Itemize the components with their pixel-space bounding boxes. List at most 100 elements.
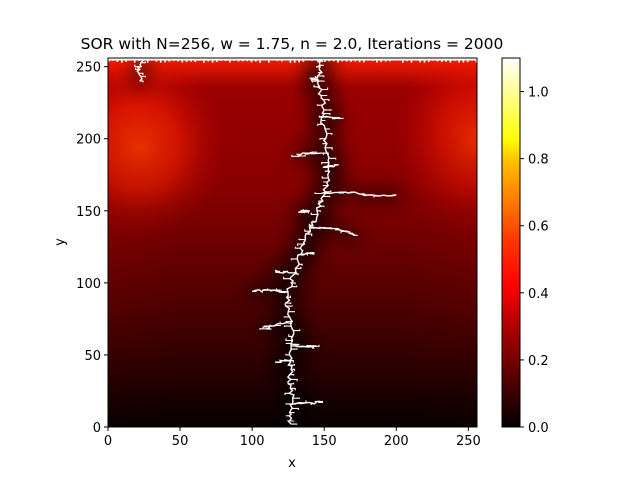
cluster-twig [275, 270, 281, 274]
x-tick-label: 150 [312, 434, 337, 449]
x-tick-label: 50 [172, 434, 189, 449]
boundary-speckle [462, 59, 465, 63]
cluster-twig [279, 321, 283, 325]
cluster-twig [294, 273, 299, 276]
boundary-speckle [168, 59, 171, 62]
cluster-twig [309, 76, 316, 79]
cluster-twig [141, 61, 146, 64]
cluster-twig [324, 170, 330, 172]
x-tick-label: 100 [240, 434, 265, 449]
cluster-twig [275, 271, 280, 274]
cluster-twig [321, 152, 329, 155]
cluster-twig [297, 243, 305, 246]
cluster-twig [350, 191, 355, 194]
cluster-twig [319, 138, 326, 140]
cluster-twig [282, 270, 288, 273]
boundary-speckle [203, 59, 205, 63]
boundary-speckle [289, 59, 292, 63]
cluster-twig [296, 153, 301, 155]
cluster-twig [304, 229, 311, 232]
cluster-twig [306, 153, 314, 155]
boundary-speckle [475, 59, 477, 63]
boundary-speckle [445, 59, 447, 62]
cluster-twig [333, 164, 339, 167]
boundary-speckle [185, 59, 188, 63]
cluster-twig [318, 200, 323, 203]
cluster-twig [324, 113, 331, 115]
cluster-twig [320, 205, 325, 208]
cluster-twig [321, 87, 329, 91]
colorbar-tick-label: 0.8 [528, 153, 549, 168]
cluster-twig [134, 64, 142, 68]
boundary-speckle [466, 59, 469, 63]
cluster-twig [290, 387, 296, 391]
cluster-twig [283, 325, 292, 327]
y-tick-label: 150 [76, 205, 101, 220]
colorbar [501, 57, 521, 428]
cluster-twig [285, 321, 293, 323]
dla-cluster [108, 58, 477, 425]
boundary-speckle [428, 59, 430, 62]
cluster-twig [288, 321, 292, 324]
cluster-twig [311, 80, 319, 83]
cluster-twig [322, 184, 329, 187]
cluster-twig [298, 254, 304, 256]
boundary-speckle [302, 59, 305, 62]
cluster-twig [259, 328, 267, 330]
cluster-twig [294, 246, 301, 249]
cluster-twig [318, 115, 325, 118]
boundary-speckle [441, 59, 443, 63]
boundary-speckle [259, 59, 261, 63]
boundary-speckle [380, 59, 382, 63]
cluster-twig [269, 288, 278, 291]
cluster-twig [312, 344, 320, 347]
colorbar-tick-label: 0.4 [528, 287, 549, 302]
boundary-speckle [250, 59, 253, 63]
boundary-speckle [155, 59, 158, 62]
boundary-speckle [402, 59, 404, 63]
boundary-speckle [358, 59, 361, 63]
cluster-twig [285, 403, 292, 405]
boundary-speckle [350, 59, 352, 62]
cluster-twig [290, 258, 298, 261]
cluster-twig [139, 80, 144, 83]
cluster-twig [323, 99, 330, 102]
cluster-twig [283, 360, 291, 363]
boundary-speckle [216, 59, 218, 62]
cluster-twig [298, 211, 304, 213]
cluster-twig [298, 154, 306, 157]
cluster-twig [295, 402, 302, 405]
cluster-twig [283, 276, 290, 280]
colorbar-tick-label: 1.0 [528, 86, 549, 101]
cluster-twig [291, 282, 296, 285]
cluster-twig [139, 72, 144, 76]
cluster-twig [262, 288, 269, 291]
cluster-twig [317, 210, 321, 213]
cluster-twig [291, 285, 298, 288]
boundary-speckle [293, 59, 296, 63]
cluster-twig [373, 195, 379, 198]
boundary-speckle [298, 59, 300, 63]
cluster-twig [288, 334, 293, 337]
y-tick-label: 250 [76, 61, 101, 76]
boundary-speckle [133, 59, 136, 63]
cluster-twig [299, 263, 303, 266]
cluster-twig [340, 230, 345, 234]
boundary-speckle [194, 59, 197, 63]
cluster-twig [310, 212, 318, 215]
cluster-twig [314, 192, 322, 195]
cluster-twig [298, 238, 306, 241]
cluster-twig [291, 348, 298, 350]
cluster-twig [288, 364, 296, 366]
cluster-twig [362, 192, 371, 196]
cluster-twig [305, 252, 311, 254]
cluster-twig [310, 252, 315, 255]
cluster-twig [325, 227, 331, 230]
cluster-twig [266, 328, 272, 330]
cluster-twig [305, 400, 310, 404]
cluster-twig [291, 368, 296, 371]
y-axis: 0 50 100 150 200 250 [76, 61, 108, 436]
cluster-twig [302, 211, 310, 214]
cluster-twig [292, 272, 298, 275]
cluster-twig [292, 407, 299, 410]
